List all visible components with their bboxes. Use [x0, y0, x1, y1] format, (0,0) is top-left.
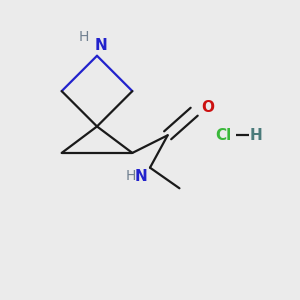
Text: H: H: [79, 30, 89, 44]
Text: Cl: Cl: [215, 128, 231, 143]
Text: H: H: [250, 128, 263, 143]
Text: O: O: [202, 100, 214, 115]
Text: N: N: [95, 38, 108, 53]
Text: N: N: [135, 169, 148, 184]
Text: H: H: [126, 169, 136, 183]
